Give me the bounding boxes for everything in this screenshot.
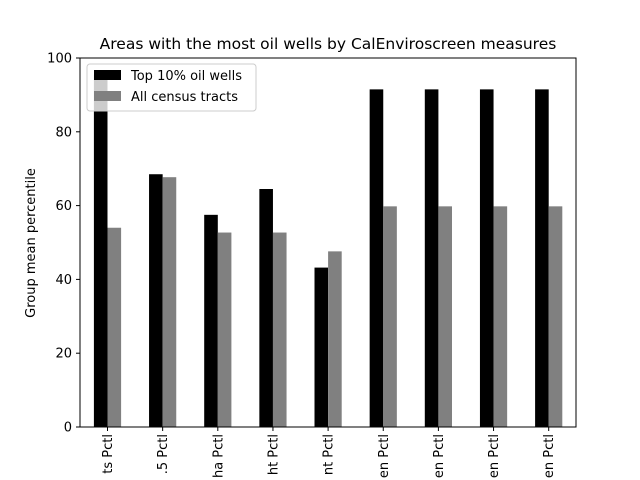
bar-all-census-tracts-2: [217, 232, 232, 427]
bar-all-census-tracts-1: [162, 177, 177, 427]
legend-box: [86, 63, 257, 112]
bar-top-10-oil-wells-5: [369, 89, 384, 428]
plot-area: [93, 74, 563, 428]
y-tick-label: 20: [55, 347, 72, 362]
legend-swatch: [94, 70, 121, 80]
x-tick-label: ha Pctl: [211, 434, 226, 478]
y-tick-label: 0: [64, 421, 72, 436]
y-axis-label: Group mean percentile: [24, 168, 39, 318]
x-tick-label: ts Pctl: [101, 434, 116, 474]
bar-top-10-oil-wells-0: [93, 74, 108, 428]
bar-top-10-oil-wells-1: [149, 174, 163, 427]
bar-all-census-tracts-5: [383, 206, 397, 427]
legend-swatch: [94, 91, 121, 101]
y-tick-label: 80: [55, 125, 72, 140]
y-tick-label: 40: [55, 273, 72, 288]
bar-top-10-oil-wells-4: [314, 267, 329, 427]
bar-all-census-tracts-6: [438, 206, 452, 427]
bar-top-10-oil-wells-6: [424, 89, 439, 428]
x-tick-label: .5 Pctl: [156, 434, 171, 474]
y-tick-label: 60: [55, 199, 72, 214]
x-axis: ts Pctl .5 Pctl ha Pctl ht Pctl nt Pctl en Pc…: [101, 427, 557, 478]
bar-all-census-tracts-7: [493, 206, 508, 427]
legend: Top 10% oil wells All census tracts: [86, 63, 257, 112]
bar-top-10-oil-wells-8: [535, 89, 549, 428]
x-tick-label: ht Pctl: [266, 434, 281, 475]
plot-frame: [79, 57, 577, 428]
bar-all-census-tracts-0: [107, 227, 122, 427]
bar-all-census-tracts-8: [548, 206, 563, 427]
y-tick-label: 100: [47, 52, 72, 67]
y-axis: 0 20 40 60 80 100: [47, 52, 80, 436]
legend-label: All census tracts: [131, 90, 238, 105]
x-tick-label: en Pctl: [542, 434, 557, 478]
x-tick-label: en Pctl: [377, 434, 392, 478]
bar-all-census-tracts-4: [328, 251, 342, 427]
chart-title: Areas with the most oil wells by CalEnvi…: [100, 35, 557, 53]
bar-top-10-oil-wells-3: [259, 189, 273, 427]
bar-all-census-tracts-3: [272, 232, 287, 427]
legend-label: Top 10% oil wells: [130, 69, 242, 84]
bar-top-10-oil-wells-2: [204, 214, 218, 427]
x-tick-label: nt Pctl: [322, 434, 337, 475]
x-tick-label: en Pctl: [432, 434, 447, 478]
x-tick-label: en Pctl: [487, 434, 502, 478]
bar-top-10-oil-wells-7: [479, 89, 494, 428]
